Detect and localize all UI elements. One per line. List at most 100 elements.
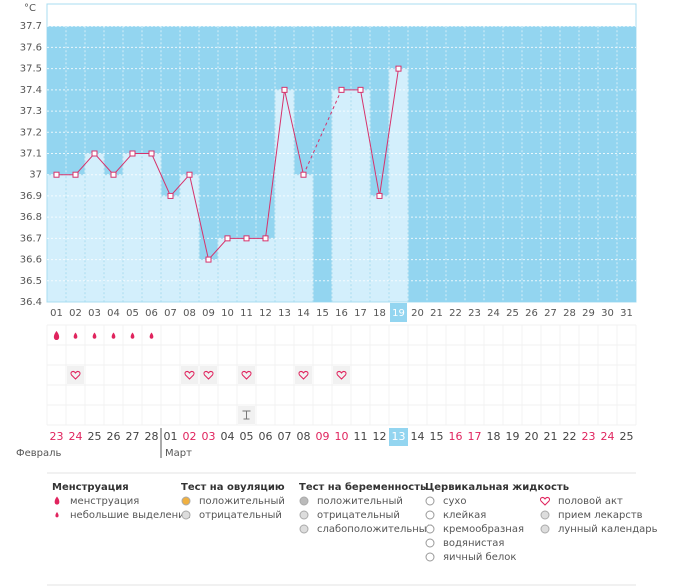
x-tick-label: 22 [449,308,462,319]
y-tick-label: 36.7 [20,233,42,244]
date-label: 10 [335,430,349,443]
date-label: 22 [563,430,577,443]
legend-item: отрицательный [317,510,400,521]
y-tick-label: 36.6 [20,255,42,266]
legend-item: клейкая [443,510,486,521]
x-tick-label: 21 [430,308,443,319]
legend-icon [425,538,435,548]
date-label: 20 [525,430,539,443]
date-label: 13 [392,430,406,443]
x-tick-label: 29 [582,308,595,319]
intercourse-icon [203,371,214,380]
x-tick-label: 20 [411,308,424,319]
temperature-column [255,237,276,303]
legend-title: Тест на беременность [299,481,426,493]
date-label: 01 [164,430,178,443]
temperature-column [388,68,409,303]
legend-item: менструация [70,496,139,507]
legend-title: Менструация [52,482,129,493]
temperature-column [122,153,143,303]
legend-icon [425,552,435,562]
point-marker [376,192,383,199]
x-tick-label: 08 [183,308,196,319]
sticky-icon [242,410,251,420]
x-tick-label: 26 [525,308,538,319]
date-label: 08 [297,430,311,443]
date-label: 06 [259,430,273,443]
legend-item: лунный календарь [558,524,658,535]
date-label: 25 [88,430,102,443]
point-marker [281,86,288,93]
menstruation-icon [53,331,60,340]
point-marker [300,171,307,178]
symbol-cell [181,366,198,384]
legend-item: половой акт [558,496,623,507]
y-tick-label: 36.4 [20,297,42,308]
temperature-column [217,237,238,303]
date-label: 25 [620,430,634,443]
x-tick-label: 03 [88,308,101,319]
legend-icon [425,524,435,534]
date-label: 18 [487,430,501,443]
temperature-column [236,237,257,303]
legend-icon [540,497,550,506]
date-label: 27 [126,430,140,443]
legend-item: слабоположительный [317,524,433,535]
x-tick-label: 01 [50,308,63,319]
point-marker [167,192,174,199]
date-label: 24 [601,430,615,443]
legend-item: сухо [443,496,466,507]
x-tick-label: 13 [278,308,291,319]
point-marker [110,171,117,178]
y-unit: °C [24,3,36,14]
date-label: 17 [468,430,482,443]
date-label: 05 [240,430,254,443]
legend-icon [425,510,435,520]
y-tick-label: 36.8 [20,212,42,223]
date-label: 07 [278,430,292,443]
menstruation-icon [73,332,78,339]
x-tick-label: 14 [297,308,310,319]
x-tick-label: 12 [259,308,272,319]
x-tick-label: 30 [601,308,614,319]
legend-icon [540,510,550,520]
y-tick-label: 37.1 [20,149,42,160]
symbol-cell [238,366,255,384]
date-label: 09 [316,430,330,443]
legend-icon [55,512,59,518]
temperature-column [369,195,390,303]
temperature-column [84,153,105,303]
date-label: 24 [69,430,83,443]
legend-icon [299,524,309,534]
legend-icon [54,496,60,505]
date-label: 11 [354,430,368,443]
x-tick-label: 16 [335,308,348,319]
point-marker [243,235,250,242]
point-marker [357,86,364,93]
x-tick-label: 09 [202,308,215,319]
legend-item: небольшие выделения [70,510,191,521]
y-tick-label: 36.9 [20,191,42,202]
today-date-highlight [389,428,408,446]
symbol-cell [200,366,217,384]
menstruation-icon [130,332,135,339]
x-tick-label: 02 [69,308,82,319]
x-tick-label: 11 [240,308,253,319]
legend-title: Цервикальная жидкость [425,482,569,493]
x-tick-label: 10 [221,308,234,319]
today-highlight [390,303,407,322]
y-tick-label: 37 [29,170,42,181]
x-tick-label: 23 [468,308,481,319]
point-marker [205,256,212,263]
date-label: 04 [221,430,235,443]
x-tick-label: 24 [487,308,500,319]
menstruation-icon [149,332,154,339]
point-marker [224,235,231,242]
legend-item: положительный [199,496,285,507]
y-tick-label: 37.7 [20,21,42,32]
legend-icon [181,510,191,520]
intercourse-icon [70,371,81,380]
legend-icon [540,524,550,534]
legend-item: отрицательный [199,510,282,521]
point-marker [129,150,136,157]
